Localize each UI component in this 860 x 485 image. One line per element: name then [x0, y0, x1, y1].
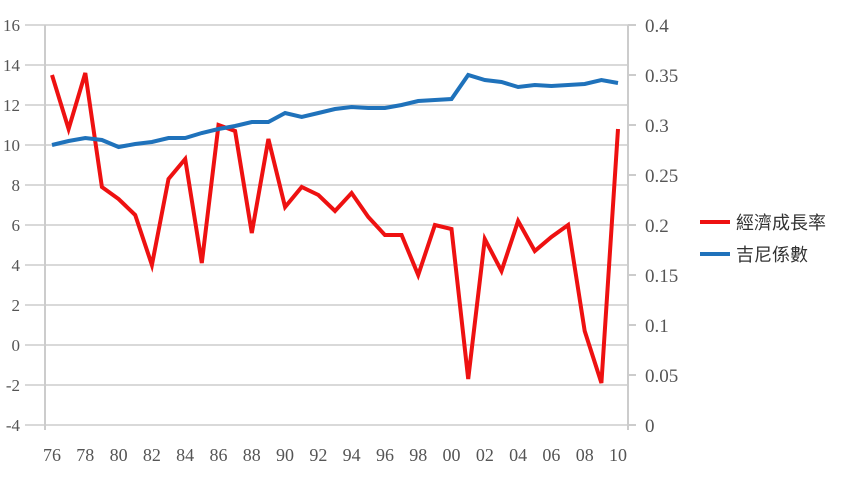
y-right-tick-label: 0.1 [645, 316, 669, 337]
x-tick-label: 08 [576, 445, 594, 465]
x-tick-label: 80 [110, 445, 128, 465]
series-line-gini [52, 75, 618, 147]
legend-item-gini: 吉尼係數 [700, 245, 808, 266]
x-tick-label: 76 [43, 445, 61, 465]
legend-label-growth: 經濟成長率 [736, 213, 826, 234]
legend: 經濟成長率 吉尼係數 [700, 213, 826, 266]
y-left-tick-label: 4 [12, 256, 21, 275]
x-tick-label: 10 [609, 445, 627, 465]
y-left-tick-label: -2 [6, 376, 20, 395]
y-right-tick-label: 0.25 [645, 166, 678, 187]
y-left-tick-label: 14 [3, 56, 21, 75]
y-right-tick-label: 0.4 [645, 16, 669, 37]
y-left-tick-label: 0 [12, 336, 21, 355]
x-tick-label: 84 [176, 445, 194, 465]
y-left-tick-label: 8 [12, 176, 21, 195]
left-axis-ticks: -4 -2 0 2 4 6 8 10 12 14 16 [3, 16, 21, 435]
x-tick-label: 92 [309, 445, 327, 465]
x-tick-label: 00 [443, 445, 461, 465]
y-right-tick-label: 0.35 [645, 66, 678, 87]
y-left-tick-label: 16 [3, 16, 20, 35]
y-right-tick-label: 0.15 [645, 266, 678, 287]
x-axis-ticks: 76 78 80 82 84 86 88 90 92 94 96 98 00 02 04 06 08 10 [43, 445, 627, 465]
series-line-growth [52, 73, 618, 383]
x-tick-label: 04 [509, 445, 527, 465]
y-left-tick-label: 10 [3, 136, 20, 155]
x-tick-label: 86 [209, 445, 227, 465]
y-left-tick-label: 2 [12, 296, 21, 315]
x-tick-label: 06 [542, 445, 560, 465]
y-right-tick-label: 0.3 [645, 116, 669, 137]
y-right-tick-label: 0.05 [645, 366, 678, 387]
x-tick-label: 90 [276, 445, 294, 465]
y-left-tick-label: 12 [3, 96, 20, 115]
x-tick-label: 98 [409, 445, 427, 465]
x-tick-label: 78 [76, 445, 94, 465]
legend-item-growth: 經濟成長率 [700, 213, 826, 234]
x-tick-label: 96 [376, 445, 394, 465]
y-left-tick-label: -4 [6, 416, 21, 435]
x-tick-label: 88 [243, 445, 261, 465]
y-left-tick-label: 6 [12, 216, 21, 235]
x-tick-label: 94 [343, 445, 361, 465]
x-tick-label: 02 [476, 445, 494, 465]
legend-label-gini: 吉尼係數 [736, 245, 808, 266]
y-right-tick-label: 0 [645, 416, 655, 437]
right-axis-ticks: 0 0.05 0.1 0.15 0.2 0.25 0.3 0.35 0.4 [628, 16, 678, 437]
y-right-tick-label: 0.2 [645, 216, 669, 237]
series-lines [52, 73, 618, 383]
x-tick-label: 82 [143, 445, 161, 465]
